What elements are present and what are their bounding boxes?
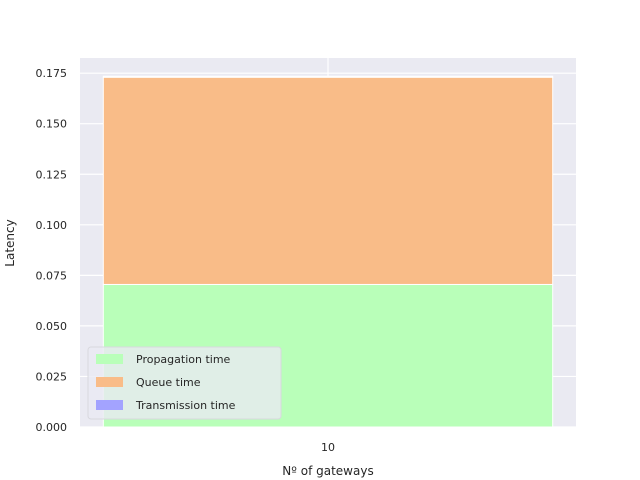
- legend-label: Transmission time: [135, 399, 236, 412]
- y-tick-label: 0.025: [36, 370, 68, 383]
- legend-label: Propagation time: [136, 353, 231, 366]
- y-tick-labels: 0.000 0.025 0.050 0.075 0.100 0.125 0.150 0.175: [36, 67, 68, 434]
- y-tick-label: 0.050: [36, 320, 68, 333]
- y-tick-label: 0.150: [36, 118, 68, 131]
- legend-frame: [87, 346, 282, 420]
- legend-label: Queue time: [136, 376, 201, 389]
- x-tick-labels: 10: [321, 441, 335, 454]
- legend-swatch: [96, 377, 123, 387]
- y-tick-label: 0.100: [36, 219, 68, 232]
- x-tick-label: 10: [321, 441, 335, 454]
- y-tick-label: 0.000: [36, 421, 68, 434]
- x-axis-label: Nº of gateways: [282, 464, 373, 478]
- legend-swatch: [96, 354, 123, 364]
- bar-queue-time: [102, 76, 554, 285]
- bar-transmission-time: [102, 75, 554, 78]
- y-tick-label: 0.075: [36, 269, 68, 282]
- y-tick-label: 0.125: [36, 168, 68, 181]
- y-tick-label: 0.175: [36, 67, 68, 80]
- y-axis-label: Latency: [3, 219, 17, 266]
- legend: Propagation time Queue time Transmission t…: [87, 346, 282, 420]
- legend-swatch: [96, 400, 123, 410]
